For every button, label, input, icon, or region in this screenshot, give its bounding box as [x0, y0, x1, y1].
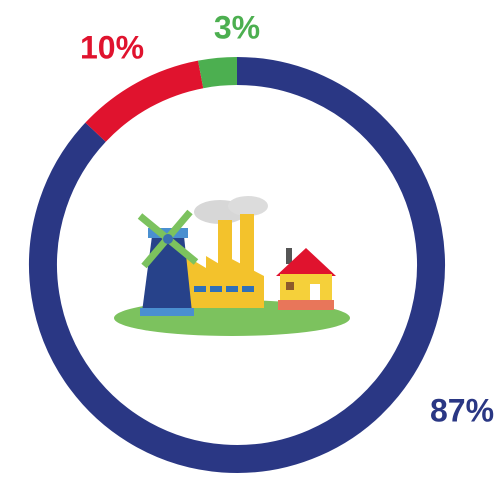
donut-segment: [201, 71, 237, 74]
data-label: 3%: [214, 9, 260, 45]
data-label: 10%: [80, 29, 144, 65]
data-label: 87%: [430, 392, 494, 428]
donut-segment: [96, 74, 201, 132]
illustration: [114, 196, 350, 336]
chart: 87% 10% 3%: [0, 0, 504, 477]
